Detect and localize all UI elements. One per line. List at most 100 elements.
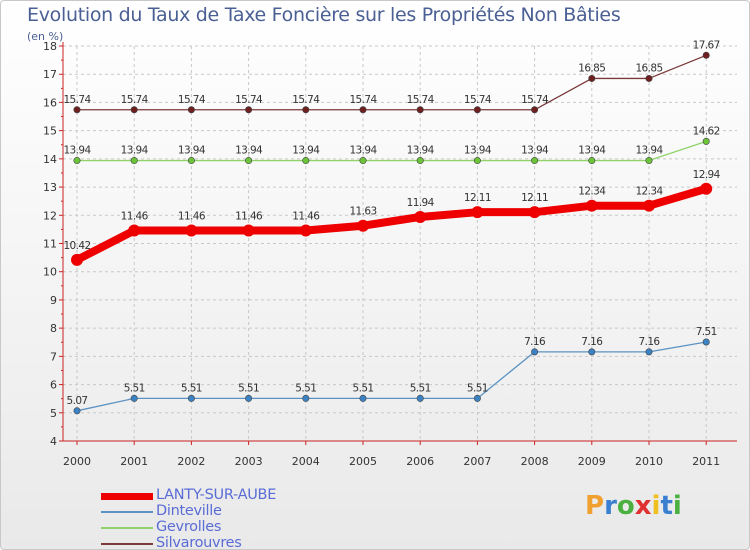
data-point-lanty-sur-aube (643, 199, 655, 212)
data-label-lanty-sur-aube: 11.46 (235, 211, 263, 223)
data-label-silvarouvres: 17.67 (693, 39, 720, 51)
series-line-lanty-sur-aube (73, 184, 711, 264)
data-label-gevrolles: 14.62 (693, 125, 720, 137)
data-label-gevrolles: 13.94 (521, 145, 549, 157)
data-label-dinteville: 5.51 (353, 382, 374, 394)
proxiti-logo: Proxiti (585, 491, 682, 521)
data-point-silvarouvres (302, 106, 310, 114)
data-point-dinteville (302, 394, 310, 402)
data-label-silvarouvres: 15.74 (63, 94, 91, 106)
y-tick-label: 8 (50, 322, 57, 335)
data-point-dinteville (130, 394, 138, 402)
logo-letter: i (672, 491, 682, 521)
y-tick-label: 13 (43, 181, 57, 194)
data-label-gevrolles: 13.94 (578, 145, 606, 157)
data-label-lanty-sur-aube: 11.46 (292, 211, 320, 223)
data-point-lanty-sur-aube (585, 199, 598, 212)
data-point-silvarouvres (187, 106, 195, 114)
y-tick-label: 16 (43, 96, 57, 109)
data-point-silvarouvres (245, 106, 253, 114)
legend-swatch-lanty (101, 493, 153, 500)
data-label-silvarouvres: 15.74 (464, 94, 492, 106)
x-tick-label: 2002 (177, 455, 205, 468)
data-point-silvarouvres (359, 106, 367, 114)
y-tick-label: 17 (43, 68, 57, 81)
data-label-silvarouvres: 15.74 (521, 94, 549, 106)
y-tick-label: 4 (50, 435, 57, 448)
data-label-dinteville: 5.51 (124, 382, 145, 394)
x-tick-label: 2008 (521, 455, 549, 468)
data-point-gevrolles (130, 157, 138, 165)
logo-letter: P (585, 491, 605, 521)
data-label-lanty-sur-aube: 11.63 (349, 206, 376, 218)
data-point-lanty-sur-aube (185, 224, 198, 237)
series-line-gevrolles (76, 140, 707, 162)
data-point-gevrolles (302, 157, 310, 165)
logo-letter: t (660, 491, 673, 521)
data-label-dinteville: 5.51 (467, 382, 488, 394)
data-point-lanty-sur-aube (528, 206, 541, 219)
data-point-dinteville (645, 348, 653, 356)
data-label-silvarouvres: 16.85 (635, 62, 662, 74)
y-tick-label: 18 (43, 40, 57, 53)
y-axis-unit: (en %) (27, 30, 64, 43)
data-label-lanty-sur-aube: 12.11 (521, 192, 548, 204)
legend-label: Gevrolles (156, 519, 222, 535)
legend-swatch-gevrolles (101, 527, 153, 529)
y-tick-label: 7 (50, 350, 57, 363)
data-point-gevrolles (245, 157, 253, 165)
logo-letter: x (634, 491, 652, 521)
data-label-silvarouvres: 15.74 (349, 94, 377, 106)
data-label-dinteville: 5.07 (67, 395, 88, 407)
data-label-gevrolles: 13.94 (635, 145, 663, 157)
y-tick-label: 15 (43, 125, 57, 138)
data-point-lanty-sur-aube (128, 224, 141, 237)
legend-label: Dinteville (156, 503, 222, 519)
x-tick-label: 2005 (349, 455, 377, 468)
data-label-silvarouvres: 15.74 (407, 94, 435, 106)
data-label-dinteville: 7.51 (696, 326, 717, 338)
data-label-lanty-sur-aube: 11.46 (121, 211, 149, 223)
data-point-gevrolles (187, 157, 195, 165)
legend-label: LANTY-SUR-AUBE (156, 487, 277, 503)
data-label-dinteville: 5.51 (295, 382, 316, 394)
data-label-dinteville: 7.16 (639, 336, 661, 348)
legend-swatch-silvarouvres (101, 543, 153, 545)
logo-letter: o (616, 491, 635, 521)
y-tick-label: 5 (50, 407, 57, 420)
data-point-silvarouvres (416, 106, 424, 114)
data-label-dinteville: 5.51 (410, 382, 431, 394)
data-point-dinteville (245, 394, 253, 402)
x-tick-label: 2010 (635, 455, 663, 468)
data-point-silvarouvres (531, 106, 539, 114)
chart-title: Evolution du Taux de Taxe Foncière sur l… (27, 4, 621, 26)
legend-label: Silvarouvres (156, 535, 242, 550)
data-point-gevrolles (416, 157, 424, 165)
data-label-lanty-sur-aube: 12.94 (693, 169, 721, 181)
data-point-dinteville (359, 394, 367, 402)
data-point-lanty-sur-aube (414, 210, 427, 223)
y-tick-label: 6 (50, 379, 57, 392)
data-point-silvarouvres (130, 106, 138, 114)
data-label-silvarouvres: 15.74 (121, 94, 149, 106)
data-point-lanty-sur-aube (700, 182, 713, 195)
data-label-lanty-sur-aube: 12.11 (464, 192, 491, 204)
y-tick-label: 9 (50, 294, 57, 307)
data-point-dinteville (702, 338, 710, 346)
data-label-gevrolles: 13.94 (464, 145, 492, 157)
data-point-lanty-sur-aube (357, 219, 369, 232)
data-label-dinteville: 7.16 (581, 336, 603, 348)
data-point-dinteville (73, 407, 81, 415)
x-tick-label: 2011 (692, 455, 720, 468)
data-point-lanty-sur-aube (299, 224, 312, 237)
data-label-lanty-sur-aube: 12.34 (578, 186, 606, 198)
data-label-silvarouvres: 15.74 (235, 94, 263, 106)
logo-letter: r (604, 491, 617, 521)
data-point-gevrolles (73, 157, 81, 165)
x-tick-label: 2003 (235, 455, 263, 468)
y-tick-label: 12 (43, 209, 57, 222)
data-label-silvarouvres: 16.85 (578, 62, 605, 74)
x-tick-label: 2000 (63, 455, 91, 468)
data-label-dinteville: 5.51 (181, 382, 202, 394)
data-label-lanty-sur-aube: 10.42 (63, 240, 90, 252)
